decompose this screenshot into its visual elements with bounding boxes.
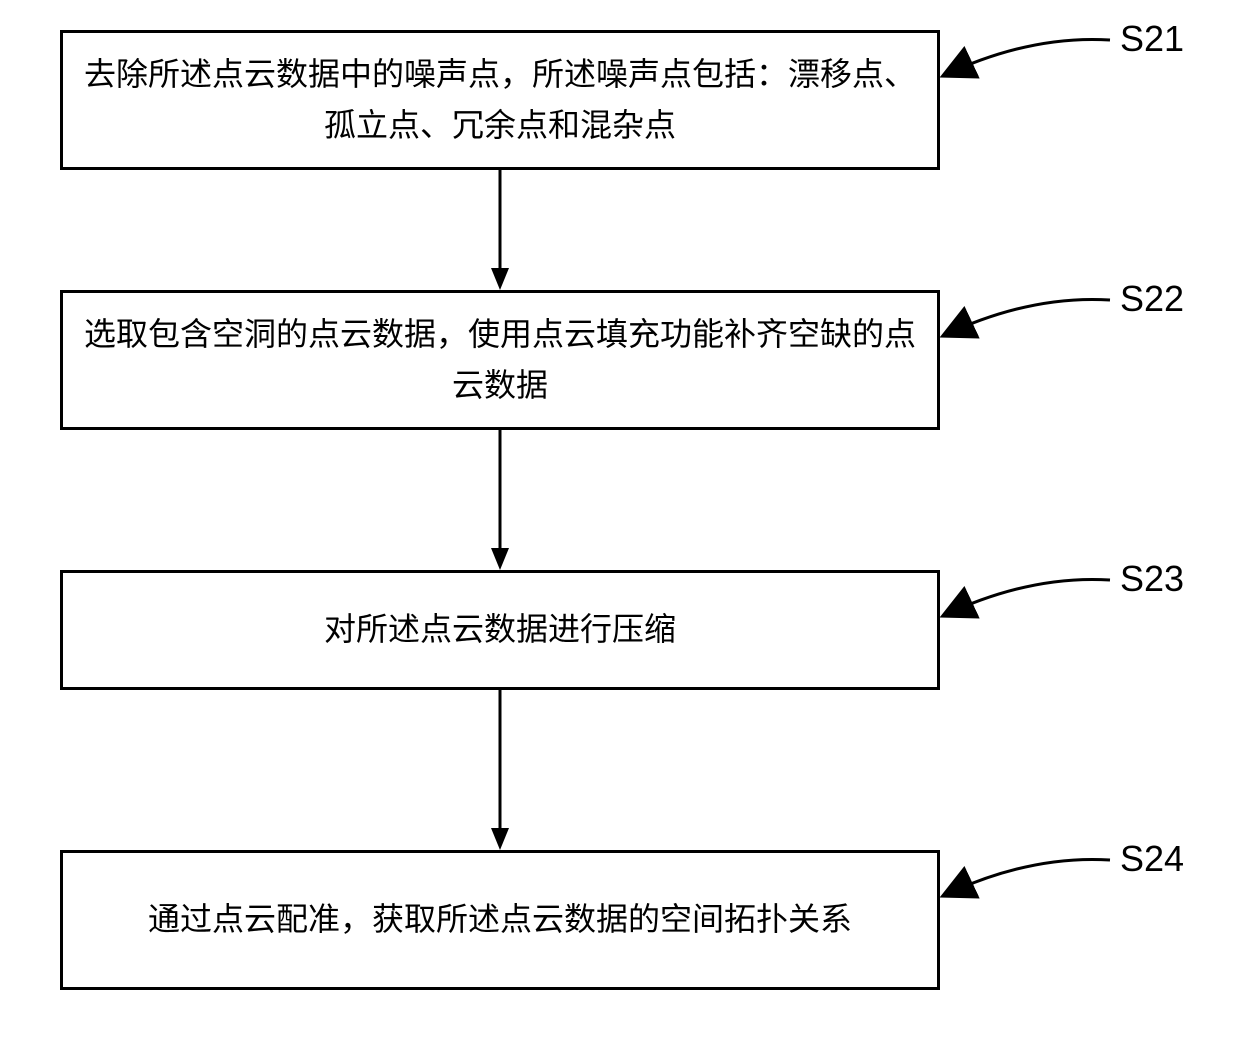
pointer-arrow — [945, 859, 1110, 895]
arrowhead-icon — [491, 548, 509, 570]
flowchart-node-text: 通过点云配准，获取所述点云数据的空间拓扑关系 — [148, 894, 852, 945]
arrowhead-icon — [491, 828, 509, 850]
step-label-s21: S21 — [1120, 18, 1184, 60]
step-label-s22: S22 — [1120, 278, 1184, 320]
flowchart-node-text: 去除所述点云数据中的噪声点，所述噪声点包括：漂移点、孤立点、冗余点和混杂点 — [83, 49, 917, 151]
flowchart-node-text: 选取包含空洞的点云数据，使用点云填充功能补齐空缺的点云数据 — [83, 309, 917, 411]
flowchart-node-s23: 对所述点云数据进行压缩 — [60, 570, 940, 690]
arrowhead-icon — [491, 268, 509, 290]
pointer-arrow — [945, 579, 1110, 615]
flowchart-canvas: 去除所述点云数据中的噪声点，所述噪声点包括：漂移点、孤立点、冗余点和混杂点选取包… — [0, 0, 1240, 1052]
pointer-arrow — [945, 299, 1110, 335]
flowchart-node-text: 对所述点云数据进行压缩 — [324, 604, 676, 655]
step-label-text: S24 — [1120, 838, 1184, 879]
pointer-arrow — [945, 39, 1110, 75]
step-label-s23: S23 — [1120, 558, 1184, 600]
step-label-s24: S24 — [1120, 838, 1184, 880]
step-label-text: S21 — [1120, 18, 1184, 59]
step-label-text: S23 — [1120, 558, 1184, 599]
flowchart-node-s22: 选取包含空洞的点云数据，使用点云填充功能补齐空缺的点云数据 — [60, 290, 940, 430]
flowchart-node-s21: 去除所述点云数据中的噪声点，所述噪声点包括：漂移点、孤立点、冗余点和混杂点 — [60, 30, 940, 170]
step-label-text: S22 — [1120, 278, 1184, 319]
flowchart-node-s24: 通过点云配准，获取所述点云数据的空间拓扑关系 — [60, 850, 940, 990]
